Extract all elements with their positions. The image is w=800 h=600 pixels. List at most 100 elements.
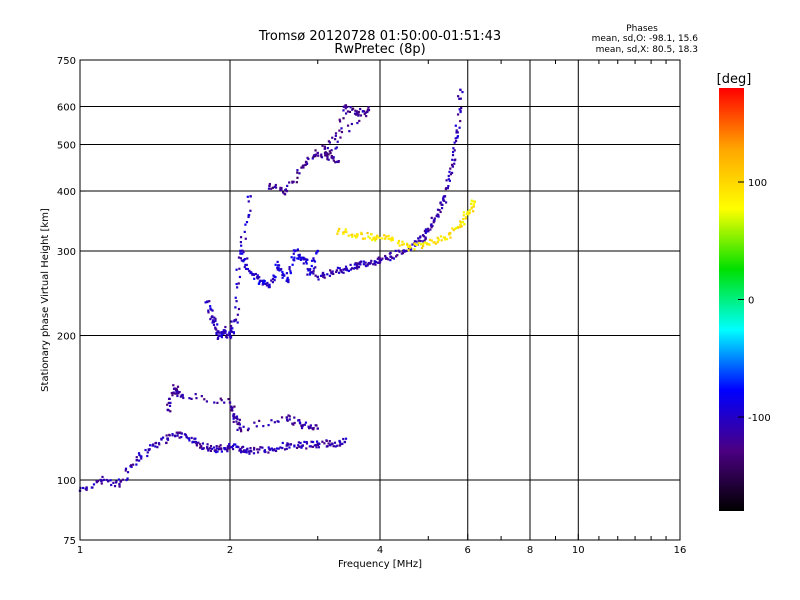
- data-point: [420, 246, 424, 250]
- data-point: [340, 127, 343, 130]
- data-point: [365, 115, 368, 118]
- data-point: [322, 275, 325, 278]
- data-point: [207, 311, 210, 314]
- data-point: [216, 323, 219, 326]
- data-point: [351, 235, 354, 238]
- data-point: [280, 268, 283, 271]
- data-point: [450, 163, 454, 166]
- data-point: [271, 281, 274, 284]
- data-point: [406, 243, 409, 246]
- data-point: [176, 394, 179, 398]
- data-point: [424, 237, 427, 241]
- data-point: [253, 448, 256, 451]
- data-point: [245, 263, 248, 267]
- data-point: [243, 266, 246, 269]
- data-point: [239, 236, 243, 239]
- data-point: [424, 231, 427, 235]
- data-point: [285, 272, 289, 275]
- data-point: [455, 131, 458, 134]
- data-point: [339, 136, 342, 139]
- data-point: [288, 418, 291, 421]
- data-point: [311, 440, 315, 444]
- data-point: [401, 243, 404, 246]
- data-point: [253, 277, 256, 280]
- data-point: [385, 235, 388, 238]
- data-point: [317, 446, 321, 449]
- data-point: [268, 283, 271, 287]
- data-point: [356, 262, 359, 265]
- data-point: [318, 442, 321, 446]
- data-point: [281, 270, 284, 274]
- data-point: [384, 256, 387, 259]
- data-point: [238, 418, 241, 421]
- data-point: [459, 97, 462, 100]
- data-point: [254, 272, 257, 276]
- data-point: [423, 241, 426, 244]
- data-point: [226, 446, 230, 449]
- data-point: [384, 237, 387, 240]
- y-axis-label: Stationary phase Virtual Height [km]: [40, 208, 51, 392]
- data-point: [350, 267, 354, 270]
- data-point: [454, 158, 457, 161]
- data-point: [252, 452, 256, 455]
- data-point: [339, 443, 342, 446]
- data-point: [358, 119, 361, 123]
- data-point: [262, 281, 265, 285]
- data-point: [423, 239, 426, 242]
- data-point: [256, 276, 259, 279]
- data-point: [293, 416, 296, 419]
- data-point: [271, 449, 274, 452]
- data-point: [364, 111, 367, 114]
- data-point: [325, 154, 329, 157]
- data-point: [90, 486, 93, 489]
- data-point: [453, 162, 456, 165]
- data-point: [226, 448, 229, 452]
- data-point: [216, 450, 219, 453]
- data-point: [362, 263, 365, 266]
- data-point: [326, 445, 329, 448]
- data-point: [188, 439, 191, 442]
- data-point: [242, 260, 245, 263]
- data-point: [466, 211, 469, 215]
- data-point: [212, 323, 216, 327]
- data-point: [391, 256, 394, 260]
- data-point: [314, 149, 317, 152]
- data-point: [223, 329, 226, 332]
- data-point: [231, 444, 235, 448]
- data-point: [281, 441, 284, 445]
- data-point: [363, 237, 367, 240]
- data-point: [448, 179, 451, 182]
- data-point: [374, 260, 378, 264]
- data-point: [215, 451, 218, 454]
- data-point: [334, 161, 337, 164]
- data-point: [182, 396, 185, 400]
- data-point: [264, 450, 267, 454]
- data-point: [346, 124, 350, 127]
- data-point: [451, 150, 455, 154]
- data-point: [187, 437, 191, 440]
- data-point: [453, 227, 457, 231]
- data-point: [464, 216, 468, 219]
- data-point: [360, 232, 363, 236]
- data-point: [378, 259, 382, 262]
- data-point: [247, 427, 250, 430]
- data-point: [327, 442, 330, 445]
- data-point: [233, 405, 236, 408]
- data-point: [238, 267, 241, 270]
- data-point: [244, 223, 247, 226]
- data-point: [305, 440, 308, 444]
- chart-subtitle: RwPretec (8p): [334, 42, 425, 57]
- data-point: [208, 300, 211, 303]
- data-point: [217, 447, 221, 451]
- data-point: [201, 447, 205, 450]
- data-point: [226, 445, 229, 448]
- data-point: [218, 445, 221, 448]
- y-tick-label: 75: [63, 536, 76, 547]
- data-point: [305, 162, 309, 165]
- data-point: [314, 153, 317, 157]
- y-tick-label: 500: [57, 141, 76, 152]
- data-point: [314, 155, 317, 158]
- data-point: [330, 271, 333, 275]
- data-point: [289, 270, 292, 273]
- data-point: [391, 238, 394, 242]
